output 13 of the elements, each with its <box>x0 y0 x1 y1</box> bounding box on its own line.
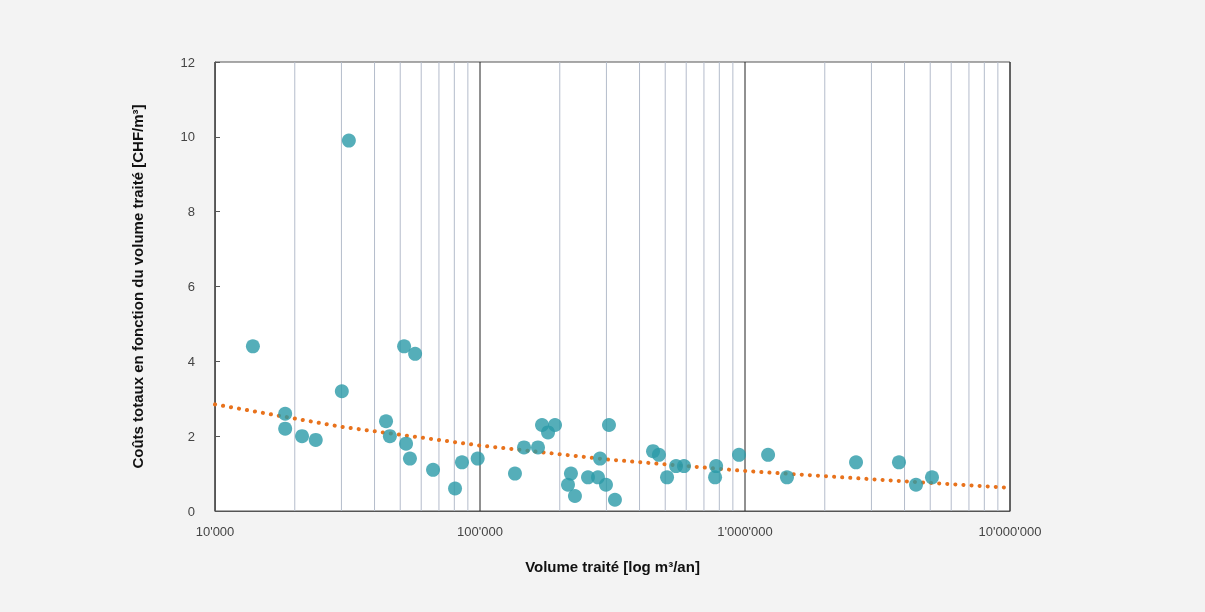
x-axis-title: Volume traité [log m³/an] <box>525 558 700 575</box>
y-tick-label: 12 <box>180 54 195 70</box>
y-axis-title: Coûts totaux en fonction du volume traité [CHF/m³] <box>129 104 146 469</box>
x-tick-label: 100'000 <box>457 524 503 539</box>
x-tick-label: 10'000'000 <box>978 524 1042 539</box>
x-tick-label: 10'000 <box>195 524 235 539</box>
y-tick-label: 2 <box>187 428 195 444</box>
y-tick-label: 0 <box>187 503 195 519</box>
x-tick-label: 1'000'000 <box>717 524 773 539</box>
y-tick-label: 4 <box>187 353 195 369</box>
y-tick-label: 6 <box>187 279 195 294</box>
y-tick-label: 8 <box>187 204 195 220</box>
y-tick-label: 10 <box>180 129 195 145</box>
